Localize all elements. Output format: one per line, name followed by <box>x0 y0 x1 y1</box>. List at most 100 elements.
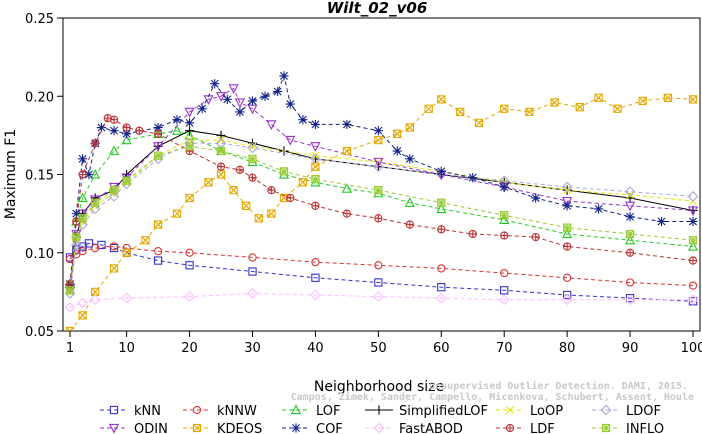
y-tick-label: 0.10 <box>25 247 54 262</box>
data-point-inflo <box>248 154 257 163</box>
legend-label: kNNW <box>217 404 257 419</box>
data-point-cof <box>405 154 415 164</box>
x-tick-label: 20 <box>181 341 198 356</box>
data-point-odin <box>215 92 227 102</box>
x-axis-title: Neighborhood size <box>314 379 444 395</box>
data-point-inflo <box>437 198 446 207</box>
x-tick-label: 90 <box>622 341 639 356</box>
data-point-cof <box>531 193 541 203</box>
data-point-odin <box>152 142 164 152</box>
data-point-knnw <box>153 247 163 256</box>
data-point-ldf <box>468 229 477 239</box>
data-point-kdeos <box>78 311 87 320</box>
data-point-knnw <box>374 261 383 270</box>
legend-entry-kdeos: KDEOS <box>183 422 262 434</box>
data-point-ldf <box>78 170 87 179</box>
legend-entry-ldf: LDF <box>496 422 555 434</box>
data-point-cof <box>499 182 509 192</box>
x-tick-label: 1 <box>66 341 74 356</box>
data-point-ldof <box>372 161 384 173</box>
data-point-ldf <box>342 209 352 218</box>
legend-marker <box>109 405 119 415</box>
data-point-kdeos <box>638 96 647 106</box>
legend-entry-simplifiedlof: SimplifiedLOF <box>365 404 488 419</box>
data-point-inflo <box>153 151 163 160</box>
data-point-lof <box>341 183 352 193</box>
data-point-cof <box>184 118 195 128</box>
data-point-kdeos <box>298 178 307 187</box>
series-line-cof <box>69 74 693 285</box>
data-point-kdeos <box>254 214 263 223</box>
data-point-inflo <box>65 286 75 295</box>
data-point-kdeos <box>185 193 194 203</box>
data-point-loop <box>248 142 257 151</box>
data-point-knn <box>185 261 194 270</box>
x-tick-label: 100 <box>681 341 702 356</box>
watermark-line-1: Campos, Zimek, Sander, Campello, Micenko… <box>291 391 694 403</box>
legend-entry-cof: COF <box>282 422 343 434</box>
y-axis: 0.05 0.10 0.15 0.20 0.25 <box>25 12 63 340</box>
data-point-fastabod <box>687 294 699 306</box>
data-point-fastabod <box>624 294 636 306</box>
data-point-inflo <box>625 229 635 239</box>
data-point-kdeos <box>141 236 150 245</box>
data-point-fastabod <box>561 294 573 306</box>
x-tick-label: 50 <box>370 341 387 356</box>
data-point-odin <box>285 135 296 146</box>
data-point-kdeos <box>342 146 352 156</box>
data-point-ldf <box>91 139 100 148</box>
data-point-cof <box>342 119 352 130</box>
data-point-kdeos <box>424 104 433 113</box>
data-point-ldf <box>153 129 163 138</box>
data-point-lof <box>108 145 120 156</box>
data-point-cof <box>235 107 245 117</box>
data-point-inflo <box>374 186 383 195</box>
series-fastabod <box>64 288 699 313</box>
data-point-cof <box>594 204 604 214</box>
legend-label: INFLO <box>626 422 664 434</box>
legend-marker <box>192 405 202 415</box>
legend-marker <box>505 423 515 433</box>
data-point-knnw <box>625 278 635 287</box>
data-point-ldf <box>267 186 276 195</box>
x-tick-label: 10 <box>118 341 135 356</box>
data-point-lof <box>562 228 573 239</box>
data-point-cof <box>625 212 635 222</box>
legend: kNN kNNW LOF SimplifiedLOF LoOP LDOF ODIN KDEOS… <box>100 404 664 434</box>
data-point-ldf <box>500 231 509 240</box>
data-point-fastabod <box>498 294 510 306</box>
data-point-kdeos <box>437 95 446 104</box>
chart-title: Wilt_02_v06 <box>327 0 428 17</box>
legend-label: kNN <box>134 404 161 419</box>
data-point-cof <box>656 216 667 227</box>
data-point-loop <box>626 190 635 199</box>
data-point-lof <box>121 134 132 145</box>
x-tick-label: 40 <box>307 341 324 356</box>
data-point-kdeos <box>216 170 226 179</box>
data-point-ldf <box>311 201 320 210</box>
data-point-inflo <box>185 142 194 151</box>
data-point-cof <box>392 146 402 156</box>
data-point-lof <box>171 125 183 135</box>
data-point-knnw <box>688 281 698 290</box>
data-point-kdeos <box>91 287 100 297</box>
data-point-inflo <box>688 236 698 245</box>
data-point-kdeos <box>311 162 320 171</box>
data-point-simplifiedlof <box>184 126 195 136</box>
data-point-inflo <box>109 186 119 195</box>
y-tick-label: 0.20 <box>25 90 54 105</box>
data-point-ldf <box>103 114 112 123</box>
data-point-ldf <box>625 248 635 257</box>
data-point-knn <box>153 256 163 265</box>
data-point-loop <box>217 136 226 145</box>
data-point-inflo <box>91 198 100 207</box>
legend-entry-odin: ODIN <box>100 422 168 434</box>
data-point-knnw <box>122 243 131 253</box>
data-point-cof <box>84 169 94 180</box>
data-point-ldof <box>687 191 699 202</box>
y-axis-title: Maximum F1 <box>3 129 19 219</box>
data-point-cof <box>260 91 270 101</box>
data-point-ldf <box>531 232 540 242</box>
data-point-kdeos <box>153 220 163 229</box>
legend-marker <box>291 423 301 433</box>
